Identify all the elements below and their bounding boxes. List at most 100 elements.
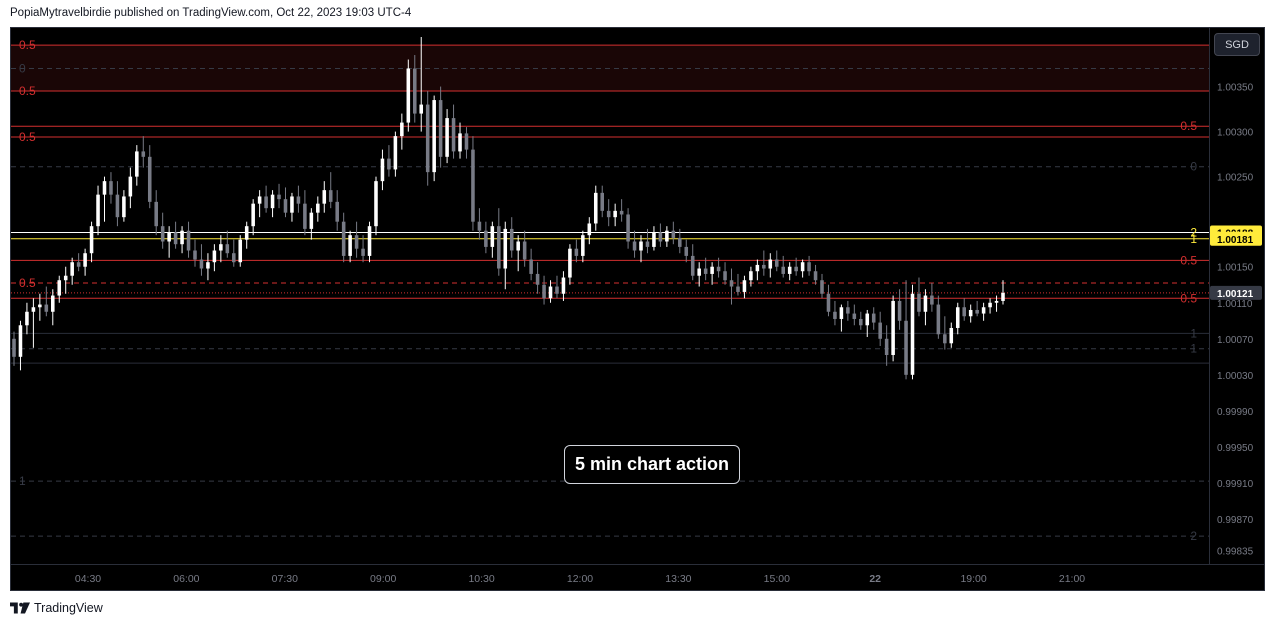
candle-body-84 [555, 286, 559, 294]
y-tick-label-4: 1.00150 [1217, 263, 1254, 274]
candle-body-67 [445, 118, 449, 157]
y-tick-label-5: 1.00110 [1217, 299, 1253, 310]
tradingview-logo-icon [10, 602, 30, 614]
candle-body-146 [955, 307, 960, 328]
candle-body-27 [186, 230, 191, 251]
candle-body-143 [936, 304, 941, 335]
candle-body-17 [122, 196, 126, 218]
y-tick-label-1: 1.00350 [1217, 83, 1254, 94]
x-tick-label-5: 12:00 [567, 573, 593, 585]
candle-body-109 [716, 266, 721, 272]
x-tick-label-8: 22 [869, 573, 881, 585]
candle-body-83 [548, 286, 553, 299]
candle-body-9 [70, 262, 74, 276]
candle-body-76 [503, 228, 508, 269]
candle-body-45 [303, 203, 307, 229]
candle-body-105 [690, 255, 695, 276]
candle-body-107 [703, 268, 708, 274]
candle-body-100 [658, 232, 663, 242]
y-tick-label-6: 1.00070 [1217, 335, 1254, 346]
x-tick-label-0: 04:30 [75, 573, 101, 585]
level-label-0: 0.5 [19, 38, 36, 52]
candle-body-71 [471, 149, 475, 222]
level-label-4: 0.5 [19, 276, 36, 290]
price-tag-2: 1.00121 [1210, 285, 1262, 300]
candle-body-50 [335, 201, 339, 222]
price-tag-bg-1 [1210, 231, 1262, 246]
candle-body-139 [910, 293, 915, 375]
candle-body-38 [257, 196, 262, 204]
candle-body-14 [102, 181, 107, 195]
candle-body-75 [497, 226, 501, 269]
candle-body-42 [283, 199, 288, 213]
y-tick-label-12: 0.99835 [1217, 546, 1254, 557]
y-tick-label-10: 0.99910 [1217, 479, 1254, 490]
candle-body-96 [632, 241, 637, 251]
candle-body-47 [316, 203, 320, 213]
x-tick-label-2: 07:30 [272, 573, 298, 585]
y-tick-label-8: 0.99990 [1217, 407, 1254, 418]
publish-info: PopiaMytravelbirdie published on Trading… [10, 7, 412, 19]
y-tick-label-9: 0.99950 [1217, 443, 1254, 454]
candle-body-152 [994, 300, 999, 303]
candle-body-73 [484, 230, 488, 247]
level-label-12: 1 [1190, 326, 1197, 340]
candle-body-153 [1001, 292, 1005, 301]
candle-body-52 [348, 235, 352, 256]
candle-body-35 [238, 239, 243, 263]
price-axis-panel [1209, 28, 1264, 590]
candle-body-81 [535, 273, 540, 285]
candle-body-149 [975, 309, 979, 314]
candle-body-80 [529, 259, 533, 274]
candle-body-85 [561, 277, 566, 294]
candle-body-138 [904, 320, 908, 375]
candle-body-56 [374, 181, 378, 227]
candle-body-25 [173, 232, 178, 245]
candle-body-23 [160, 226, 165, 242]
candle-body-140 [917, 293, 921, 312]
candle-body-2 [25, 311, 29, 326]
candle-body-110 [723, 271, 727, 281]
chart-panel[interactable]: 0.500.50.50.510.50210.50.51121.004001.00… [10, 27, 1265, 591]
candle-body-148 [968, 309, 973, 317]
x-tick-label-7: 15:00 [764, 573, 790, 585]
candlestick-chart[interactable]: 0.500.50.50.510.50210.50.51121.004001.00… [11, 28, 1264, 590]
candle-body-21 [147, 156, 152, 202]
candle-body-68 [451, 118, 456, 152]
level-label-2: 0.5 [19, 84, 36, 98]
candle-body-24 [167, 232, 171, 242]
candle-body-102 [671, 230, 676, 238]
candle-body-70 [464, 133, 469, 150]
candle-body-113 [742, 280, 747, 292]
candle-body-118 [774, 259, 779, 267]
x-tick-label-1: 06:00 [173, 573, 199, 585]
candle-body-115 [755, 264, 760, 272]
candle-body-64 [425, 104, 430, 173]
candle-body-101 [665, 230, 669, 242]
candle-body-89 [587, 223, 592, 236]
currency-button[interactable]: SGD [1214, 33, 1260, 56]
level-label-1: 0 [19, 62, 26, 76]
candle-body-121 [794, 266, 798, 272]
candle-body-136 [891, 300, 895, 356]
candle-body-111 [729, 280, 734, 287]
candle-body-103 [678, 237, 682, 247]
candle-body-33 [225, 244, 230, 254]
candle-body-69 [458, 133, 462, 152]
candle-body-91 [600, 192, 605, 211]
price-tag-1: 1.00181 [1210, 231, 1262, 246]
candle-body-119 [781, 266, 785, 274]
candle-body-145 [949, 327, 954, 344]
candle-body-95 [626, 214, 630, 242]
candle-body-106 [697, 268, 701, 276]
candle-body-20 [141, 151, 146, 157]
x-tick-label-9: 19:00 [960, 573, 986, 585]
candle-body-61 [406, 68, 411, 123]
y-tick-label-7: 1.00030 [1217, 371, 1254, 382]
candle-body-32 [219, 244, 223, 251]
candle-body-37 [251, 203, 255, 227]
candle-body-4 [38, 304, 42, 308]
candle-body-127 [833, 311, 837, 319]
candle-body-34 [232, 253, 236, 263]
candle-body-130 [852, 313, 857, 319]
